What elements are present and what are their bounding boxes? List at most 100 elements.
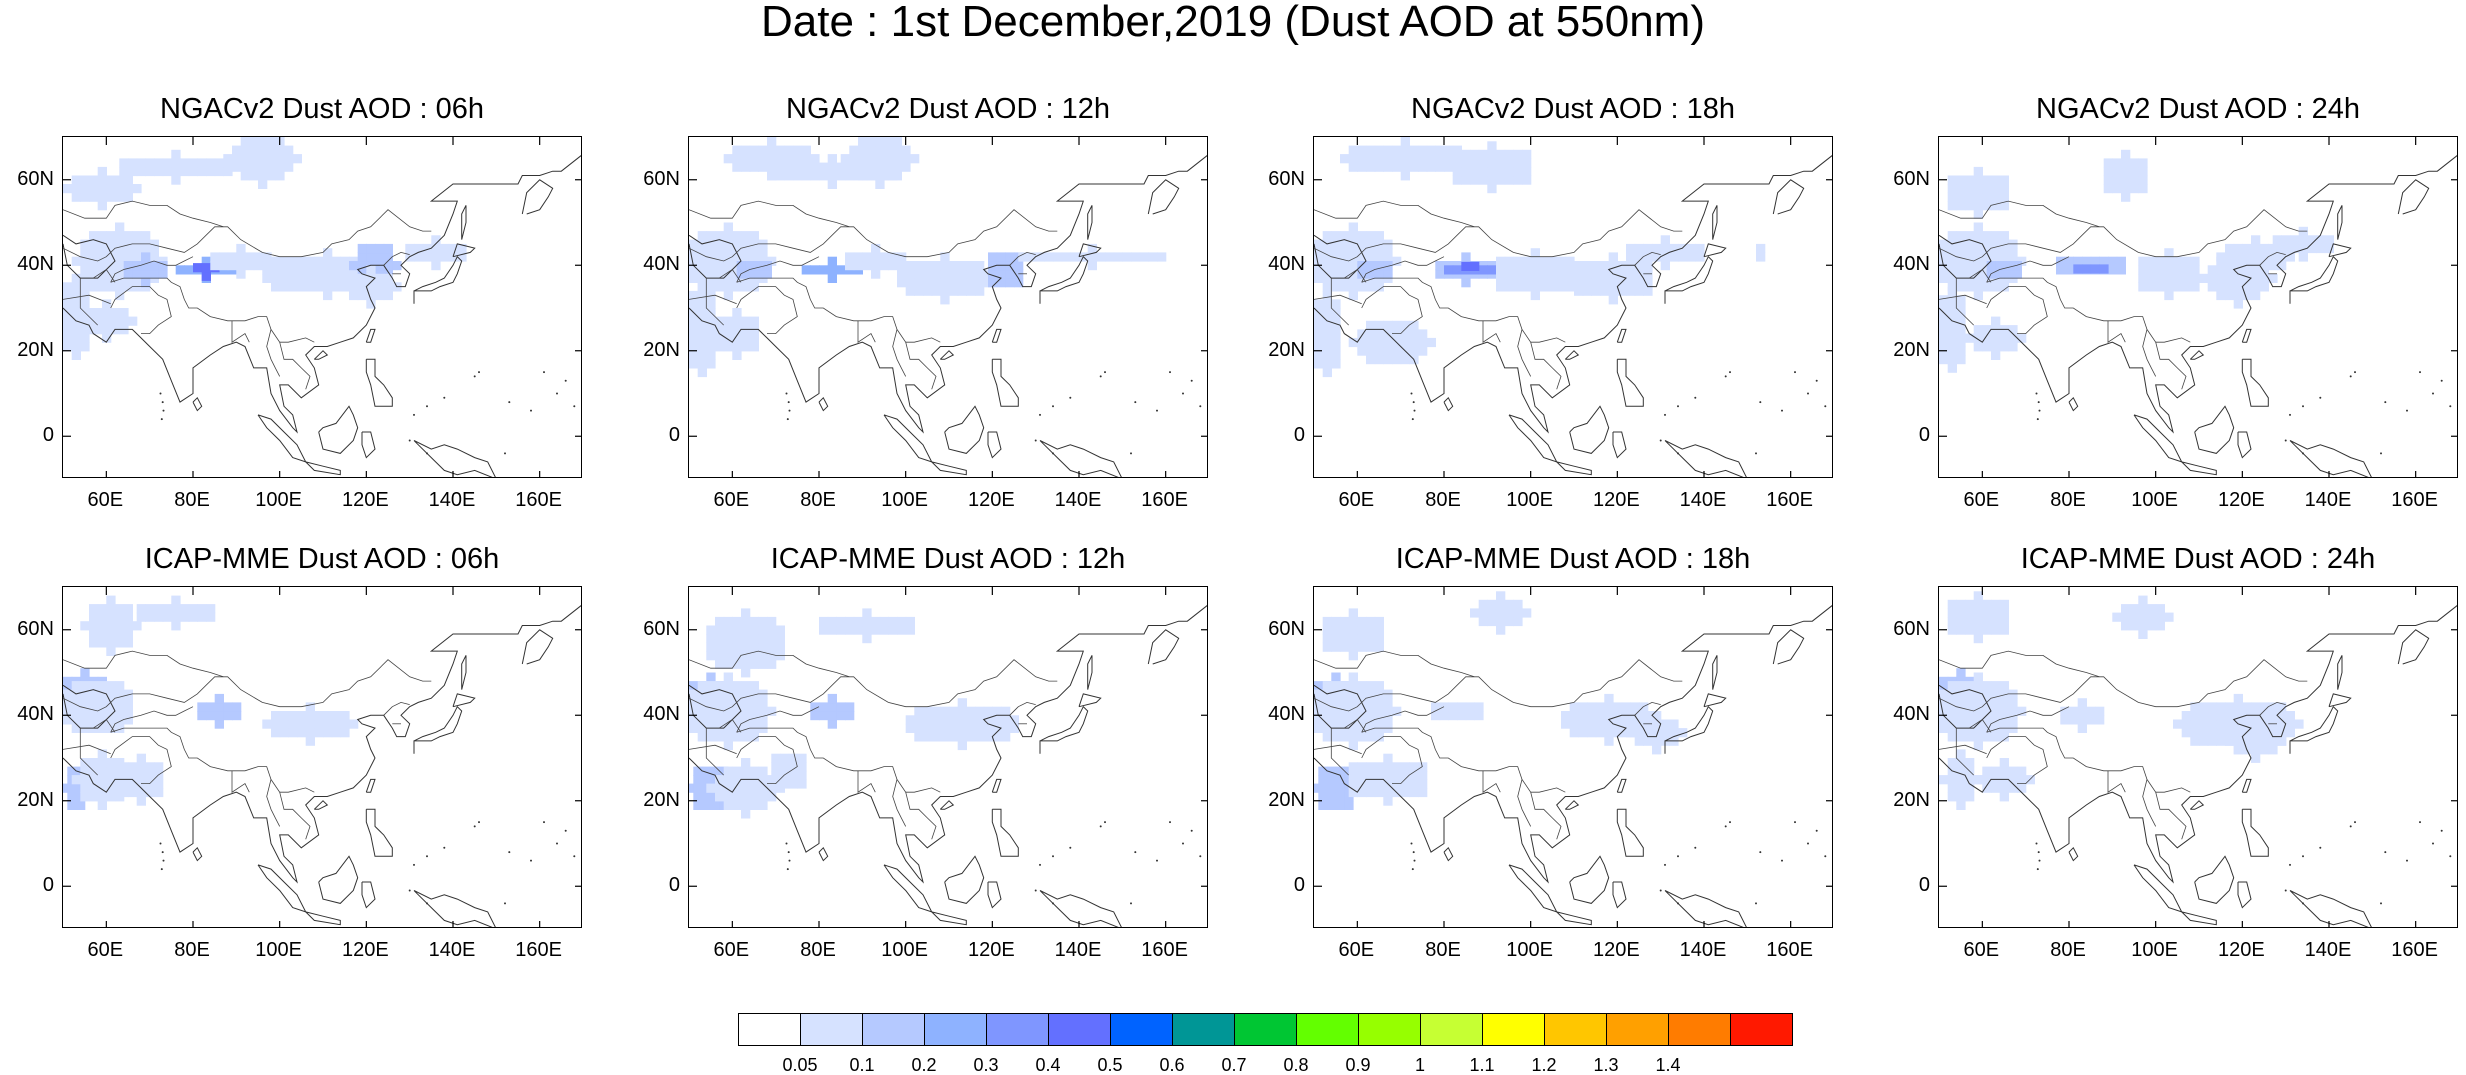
lat-tick-label: 40N bbox=[643, 703, 680, 726]
lon-tick-label: 60E bbox=[713, 939, 750, 961]
lat-tick-label: 40N bbox=[643, 253, 680, 276]
panel-title: NGACv2 Dust AOD : 24h bbox=[2036, 93, 2360, 125]
lat-tick-label: 40N bbox=[1268, 703, 1305, 726]
lon-tick-label: 140E bbox=[1054, 489, 1102, 511]
map-panel bbox=[1938, 586, 2458, 928]
map-canvas bbox=[1939, 137, 2457, 477]
map-canvas bbox=[1939, 587, 2457, 927]
dust-aod-field bbox=[689, 137, 1167, 378]
lon-tick-label: 160E bbox=[1766, 489, 1814, 511]
colorbar-label: 0.2 bbox=[911, 1055, 937, 1075]
colorbar-label: 0.05 bbox=[782, 1055, 818, 1075]
colorbar-label: 0.9 bbox=[1345, 1055, 1371, 1075]
lon-tick-label: 60E bbox=[1338, 939, 1375, 961]
lon-tick-label: 160E bbox=[1141, 939, 1189, 961]
lon-tick-label: 60E bbox=[1963, 939, 2000, 961]
lon-tick-label: 100E bbox=[2131, 489, 2179, 511]
axis-ticks bbox=[689, 137, 1207, 477]
lon-tick-label: 60E bbox=[713, 489, 750, 511]
colorbar-label: 1.3 bbox=[1593, 1055, 1619, 1075]
colorbar-label: 0.8 bbox=[1283, 1055, 1309, 1075]
colorbar-swatch bbox=[924, 1013, 987, 1046]
map-canvas bbox=[63, 137, 581, 477]
coastlines bbox=[1314, 155, 1832, 477]
colorbar-label: 1 bbox=[1414, 1055, 1425, 1075]
lon-tick-label: 140E bbox=[428, 939, 476, 961]
map-canvas bbox=[689, 137, 1207, 477]
lon-tick-label: 160E bbox=[1766, 939, 1814, 961]
lon-tick-label: 80E bbox=[174, 939, 210, 961]
lat-tick-label: 60N bbox=[17, 617, 54, 640]
colorbar-swatch bbox=[1482, 1013, 1545, 1046]
lon-tick-label: 80E bbox=[800, 489, 836, 511]
figure-title: Date : 1st December,2019 (Dust AOD at 55… bbox=[760, 0, 1705, 46]
colorbar-label: 1.2 bbox=[1531, 1055, 1557, 1075]
map-panel bbox=[62, 136, 582, 478]
lat-tick-label: 60N bbox=[1268, 617, 1305, 640]
lon-tick-label: 100E bbox=[2131, 939, 2179, 961]
lat-tick-label: 0 bbox=[1293, 424, 1305, 447]
colorbar-label: 0.6 bbox=[1159, 1055, 1185, 1075]
colorbar-label: 0.1 bbox=[849, 1055, 875, 1075]
axis-ticks bbox=[689, 587, 1207, 927]
colorbar-label: 0.5 bbox=[1097, 1055, 1123, 1075]
axis-ticks bbox=[1314, 137, 1832, 477]
map-panel bbox=[1313, 586, 1833, 928]
lat-tick-label: 40N bbox=[17, 703, 54, 726]
lon-tick-label: 60E bbox=[1338, 489, 1375, 511]
panel-title: NGACv2 Dust AOD : 12h bbox=[786, 93, 1110, 125]
colorbar-swatch bbox=[862, 1013, 925, 1046]
lat-tick-label: 0 bbox=[42, 424, 54, 447]
axis-ticks bbox=[1939, 587, 2457, 927]
lat-tick-label: 40N bbox=[1893, 703, 1930, 726]
map-panel bbox=[1938, 136, 2458, 478]
lat-tick-label: 0 bbox=[1918, 874, 1930, 897]
lon-tick-label: 140E bbox=[1054, 939, 1102, 961]
lat-tick-label: 20N bbox=[1893, 788, 1930, 811]
colorbar-swatch bbox=[1544, 1013, 1607, 1046]
lon-tick-label: 100E bbox=[881, 939, 929, 961]
lat-tick-label: 60N bbox=[1268, 167, 1305, 190]
colorbar-swatch bbox=[1048, 1013, 1111, 1046]
lat-tick-label: 20N bbox=[1893, 338, 1930, 361]
lon-tick-label: 160E bbox=[2391, 939, 2439, 961]
lon-tick-label: 120E bbox=[1592, 489, 1640, 511]
colorbar-swatch bbox=[1606, 1013, 1669, 1046]
dust-aod-field bbox=[1939, 591, 2304, 810]
coastlines bbox=[1314, 605, 1832, 927]
coastlines bbox=[1939, 605, 2457, 927]
lat-tick-label: 0 bbox=[1293, 874, 1305, 897]
axis-ticks bbox=[1939, 137, 2457, 477]
coastlines bbox=[1939, 155, 2457, 477]
colorbar-swatch bbox=[1730, 1013, 1793, 1046]
colorbar-label: 1.1 bbox=[1469, 1055, 1495, 1075]
lon-tick-label: 120E bbox=[1592, 939, 1640, 961]
lon-tick-label: 120E bbox=[2217, 939, 2265, 961]
coastlines bbox=[63, 155, 581, 477]
coastlines bbox=[689, 155, 1207, 477]
panel-title: NGACv2 Dust AOD : 06h bbox=[160, 93, 484, 125]
lon-tick-label: 120E bbox=[341, 489, 389, 511]
lat-tick-label: 60N bbox=[17, 167, 54, 190]
panel-title: ICAP-MME Dust AOD : 12h bbox=[770, 543, 1126, 575]
lon-tick-label: 120E bbox=[2217, 489, 2265, 511]
lat-tick-label: 20N bbox=[1268, 338, 1305, 361]
colorbar-label: 1.4 bbox=[1655, 1055, 1681, 1075]
lon-tick-label: 160E bbox=[2391, 489, 2439, 511]
lon-tick-label: 60E bbox=[1963, 489, 2000, 511]
colorbar-swatch bbox=[1296, 1013, 1359, 1046]
panel-title: ICAP-MME Dust AOD : 18h bbox=[1395, 543, 1751, 575]
lon-tick-label: 80E bbox=[1425, 489, 1461, 511]
map-panel bbox=[62, 586, 582, 928]
lat-tick-label: 0 bbox=[42, 874, 54, 897]
lat-tick-label: 60N bbox=[643, 617, 680, 640]
coastlines bbox=[63, 605, 581, 927]
panel-title: NGACv2 Dust AOD : 18h bbox=[1411, 93, 1735, 125]
colorbar-swatch bbox=[1668, 1013, 1731, 1046]
lon-tick-label: 140E bbox=[428, 489, 476, 511]
colorbar-swatch bbox=[1358, 1013, 1421, 1046]
colorbar-swatch bbox=[738, 1013, 801, 1046]
dust-aod-field bbox=[1939, 149, 2334, 373]
lat-tick-label: 60N bbox=[1893, 167, 1930, 190]
lon-tick-label: 80E bbox=[2050, 489, 2086, 511]
